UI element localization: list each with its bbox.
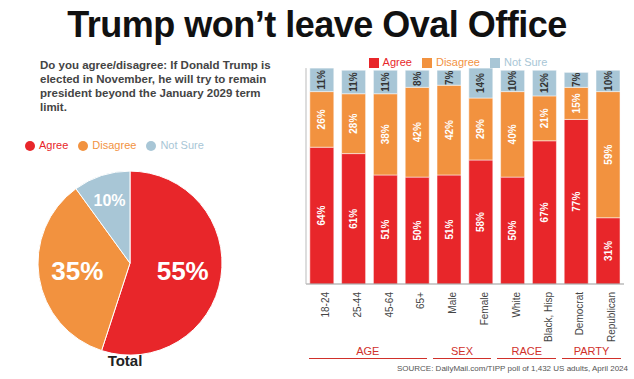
svg-text:7%: 7%: [444, 70, 455, 85]
svg-text:Male: Male: [447, 292, 458, 314]
svg-text:White: White: [511, 292, 522, 318]
svg-text:29%: 29%: [475, 119, 486, 139]
svg-text:67%: 67%: [539, 202, 550, 222]
svg-text:45-64: 45-64: [384, 292, 395, 318]
html-text:Disagree: Disagree: [436, 56, 480, 68]
svg-text:7%: 7%: [571, 73, 582, 88]
svg-text:10%: 10%: [603, 71, 614, 91]
html-text:SEX: SEX: [451, 345, 473, 357]
svg-text:42%: 42%: [412, 122, 423, 142]
html-text:Not Sure: Not Sure: [504, 56, 548, 68]
svg-text:Female: Female: [479, 292, 490, 326]
svg-text:65+: 65+: [415, 292, 426, 309]
svg-text:11%: 11%: [348, 72, 359, 92]
svg-text:10%: 10%: [507, 71, 518, 91]
svg-text:21%: 21%: [539, 108, 550, 128]
html-text:AGE: AGE: [356, 345, 380, 357]
svg-text:8%: 8%: [412, 71, 423, 86]
svg-text:Black, Hisp: Black, Hisp: [543, 292, 554, 342]
html-text:Agree: Agree: [39, 139, 69, 151]
html-text:Disagree: Disagree: [92, 139, 137, 151]
html-text:Do you agree/disagree: If Dona: Do you agree/disagree: If Donald Trump i…: [40, 59, 271, 113]
svg-text:11%: 11%: [380, 72, 391, 92]
html-text:Total: Total: [107, 352, 143, 369]
svg-text:15%: 15%: [571, 93, 582, 113]
svg-text:58%: 58%: [475, 212, 486, 232]
svg-text:11%: 11%: [316, 70, 327, 90]
svg-text:50%: 50%: [412, 220, 423, 240]
html-text:Agree: Agree: [382, 56, 412, 68]
svg-text:10%: 10%: [94, 192, 126, 209]
svg-text:50%: 50%: [507, 220, 518, 240]
svg-text:59%: 59%: [603, 145, 614, 165]
html-text:RACE: RACE: [511, 345, 543, 357]
html-text:SOURCE: DailyMail.com/TIPP pol: SOURCE: DailyMail.com/TIPP poll of 1,432…: [396, 364, 628, 373]
svg-text:35%: 35%: [51, 256, 103, 286]
svg-text:25-44: 25-44: [352, 292, 363, 318]
svg-text:51%: 51%: [380, 219, 391, 239]
html-text:Trump won’t leave Oval Office: Trump won’t leave Oval Office: [67, 4, 567, 45]
svg-text:77%: 77%: [571, 192, 582, 212]
svg-text:51%: 51%: [444, 219, 455, 239]
svg-text:28%: 28%: [348, 114, 359, 134]
svg-text:40%: 40%: [507, 124, 518, 144]
svg-text:38%: 38%: [380, 124, 391, 144]
html-text:PARTY: PARTY: [573, 345, 610, 357]
svg-text:61%: 61%: [348, 209, 359, 229]
svg-text:14%: 14%: [475, 73, 486, 93]
svg-text:26%: 26%: [316, 109, 327, 129]
svg-text:12%: 12%: [539, 73, 550, 93]
svg-text:55%: 55%: [157, 256, 209, 286]
svg-text:64%: 64%: [316, 205, 327, 225]
html-text:Not Sure: Not Sure: [160, 139, 204, 151]
svg-text:42%: 42%: [444, 120, 455, 140]
svg-text:18-24: 18-24: [320, 292, 331, 318]
svg-text:31%: 31%: [603, 241, 614, 261]
svg-text:Republican: Republican: [606, 292, 617, 342]
svg-text:Democrat: Democrat: [574, 292, 585, 336]
